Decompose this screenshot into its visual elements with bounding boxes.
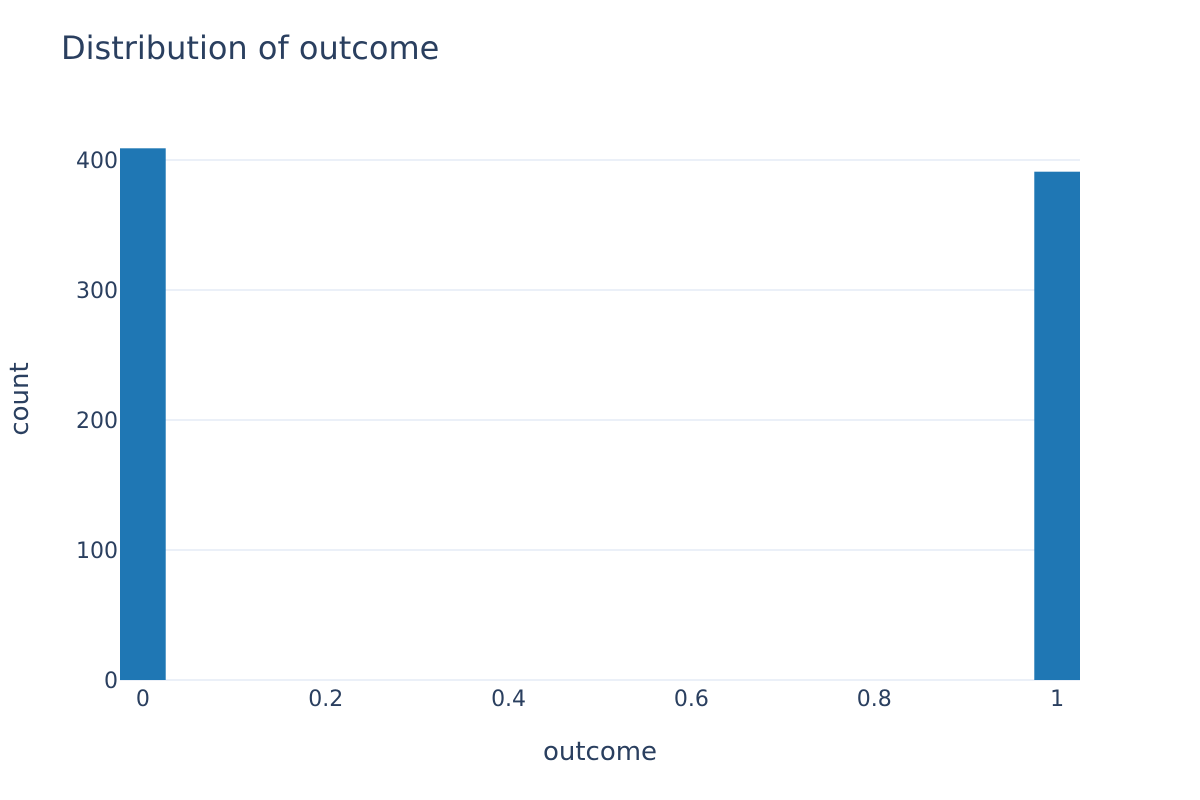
bars: [120, 148, 1080, 681]
x-tick-label-0.2: 0.2: [308, 687, 343, 712]
y-tick-label-300: 300: [76, 279, 118, 304]
gridlines: [120, 159, 1080, 681]
x-tick-label-0.8: 0.8: [857, 687, 892, 712]
y-tick-label-100: 100: [76, 539, 118, 564]
y-tick-label-0: 0: [104, 669, 118, 694]
x-tick-label-0.4: 0.4: [491, 687, 526, 712]
x-tick-label-0: 0: [136, 687, 150, 712]
bar-outcome-1: [1034, 171, 1080, 680]
x-axis-ticks: 0 0.2 0.4 0.6 0.8 1: [136, 687, 1064, 712]
y-axis-title: count: [5, 362, 35, 435]
y-tick-label-400: 400: [76, 149, 118, 174]
x-axis-title: outcome: [543, 737, 657, 767]
y-axis-ticks: 0 100 200 300 400: [76, 149, 118, 694]
bar-outcome-0: [120, 148, 166, 681]
x-tick-label-1: 1: [1050, 687, 1064, 712]
chart-title: Distribution of outcome: [61, 29, 439, 67]
y-tick-label-200: 200: [76, 409, 118, 434]
x-tick-label-0.6: 0.6: [674, 687, 709, 712]
